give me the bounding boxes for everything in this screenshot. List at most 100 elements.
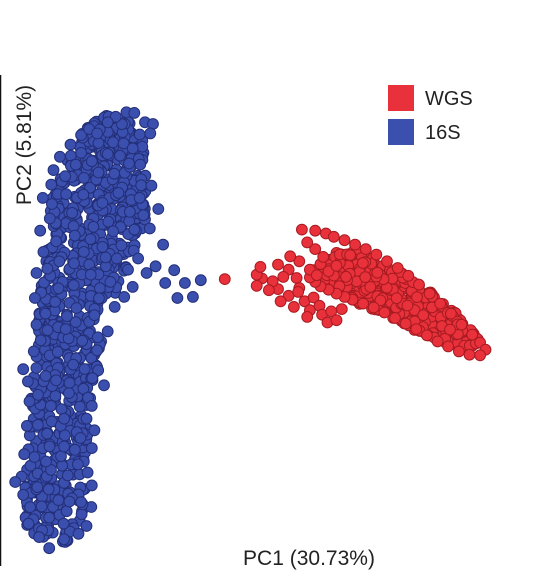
data-point-16s xyxy=(32,388,44,401)
data-point-16s xyxy=(52,282,65,295)
data-point-wgs xyxy=(474,349,487,362)
data-point-16s xyxy=(128,223,141,236)
data-point-wgs xyxy=(344,249,357,262)
data-point-16s xyxy=(135,179,148,192)
data-point-16s xyxy=(43,212,56,225)
data-point-16s xyxy=(72,458,84,471)
data-point-16s xyxy=(101,148,114,160)
data-point-16s xyxy=(51,346,64,358)
data-point-16s xyxy=(101,325,114,338)
data-point-16s xyxy=(18,448,31,461)
data-point-wgs xyxy=(309,224,322,237)
data-point-wgs xyxy=(402,269,415,282)
data-point-16s xyxy=(81,466,94,479)
data-point-16s xyxy=(75,508,88,521)
data-point-16s xyxy=(75,129,87,142)
data-point-16s xyxy=(80,520,93,532)
data-point-16s xyxy=(133,192,146,204)
data-point-wgs xyxy=(423,287,436,300)
data-point-16s xyxy=(74,432,87,444)
data-point-16s xyxy=(61,469,74,482)
data-point-16s xyxy=(140,267,153,279)
data-point-16s xyxy=(60,505,73,518)
data-point-wgs xyxy=(330,259,343,272)
data-point-16s xyxy=(45,178,58,191)
data-point-wgs xyxy=(364,281,377,293)
data-point-16s xyxy=(96,241,109,253)
data-point-16s xyxy=(32,419,44,431)
data-point-16s xyxy=(128,107,141,119)
series-16s-points xyxy=(9,106,207,555)
data-point-16s xyxy=(107,136,119,149)
data-point-16s xyxy=(94,282,106,295)
data-point-wgs xyxy=(453,345,465,358)
x-axis-label: PC1 (30.73%) xyxy=(243,547,375,570)
data-point-16s xyxy=(33,531,45,543)
data-point-wgs xyxy=(330,314,343,327)
data-point-wgs xyxy=(290,272,303,284)
data-point-wgs xyxy=(359,271,372,284)
data-point-16s xyxy=(21,420,33,432)
data-point-wgs xyxy=(455,318,468,331)
data-point-16s xyxy=(88,309,101,322)
data-point-16s xyxy=(43,511,56,524)
data-point-16s xyxy=(85,479,98,492)
data-point-16s xyxy=(64,138,77,151)
data-point-16s xyxy=(149,260,162,273)
data-point-16s xyxy=(123,205,136,218)
data-point-16s xyxy=(152,203,165,215)
data-point-16s xyxy=(144,127,157,140)
data-point-16s xyxy=(157,238,170,251)
data-point-16s xyxy=(136,140,149,153)
data-point-wgs xyxy=(317,251,330,263)
data-point-wgs xyxy=(310,269,323,282)
data-point-wgs xyxy=(381,255,393,268)
data-point-16s xyxy=(168,264,181,277)
data-point-wgs xyxy=(263,284,275,297)
data-point-16s xyxy=(66,207,78,219)
data-point-16s xyxy=(114,149,126,162)
data-point-16s xyxy=(68,229,81,242)
data-point-wgs xyxy=(292,286,305,298)
data-point-wgs xyxy=(288,301,300,313)
data-point-16s xyxy=(41,324,54,337)
data-point-16s xyxy=(24,501,37,514)
data-point-wgs xyxy=(359,243,372,256)
data-point-wgs xyxy=(367,301,380,314)
data-point-wgs xyxy=(349,238,362,251)
data-point-16s xyxy=(60,188,72,201)
data-point-16s xyxy=(63,377,76,389)
data-point-wgs xyxy=(277,271,290,283)
data-point-16s xyxy=(118,291,131,303)
data-point-wgs xyxy=(301,311,314,323)
data-point-16s xyxy=(69,316,82,329)
data-point-16s xyxy=(80,412,93,425)
data-point-16s xyxy=(98,379,110,392)
data-point-16s xyxy=(50,374,62,387)
data-point-16s xyxy=(58,533,70,546)
data-point-wgs xyxy=(410,323,423,336)
data-point-16s xyxy=(91,127,103,140)
data-point-16s xyxy=(91,331,104,344)
data-point-16s xyxy=(36,192,49,204)
data-point-wgs xyxy=(421,329,433,342)
data-point-16s xyxy=(69,158,82,171)
data-point-16s xyxy=(84,268,97,281)
data-point-16s xyxy=(58,440,70,453)
data-point-wgs xyxy=(417,309,430,322)
data-point-16s xyxy=(69,443,81,456)
data-point-wgs xyxy=(340,270,352,283)
data-point-16s xyxy=(92,137,105,149)
data-point-16s xyxy=(91,344,103,357)
data-point-wgs xyxy=(374,294,387,307)
legend-swatch-wgs xyxy=(388,85,414,111)
data-point-16s xyxy=(122,263,134,276)
legend-swatch-16s xyxy=(388,119,414,145)
data-point-wgs xyxy=(338,234,351,247)
data-point-16s xyxy=(85,400,98,412)
data-point-16s xyxy=(46,198,58,210)
data-point-wgs xyxy=(307,291,320,304)
data-point-16s xyxy=(22,517,35,530)
data-point-16s xyxy=(171,292,184,304)
